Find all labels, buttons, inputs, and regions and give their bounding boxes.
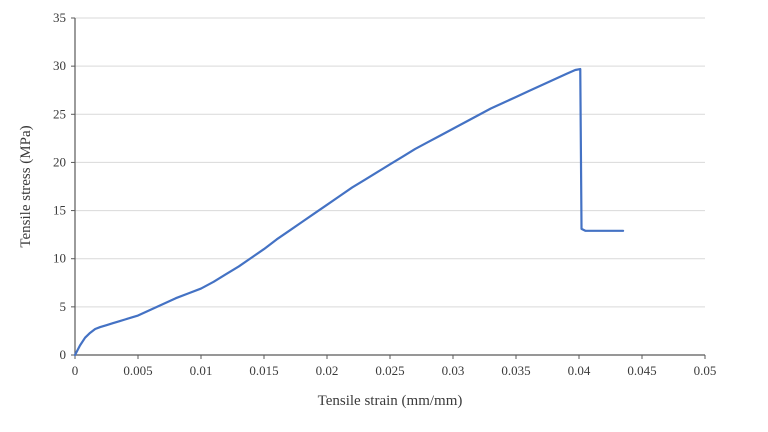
y-tick-label: 35 [53, 10, 66, 25]
x-tick-label: 0.05 [694, 363, 717, 378]
y-tick-label: 20 [53, 154, 66, 169]
y-tick-label: 30 [53, 58, 66, 73]
x-tick-label: 0.01 [190, 363, 213, 378]
tensile-stress-strain-curve [73, 67, 625, 357]
x-tick-label: 0.005 [123, 363, 152, 378]
y-axis-title: Tensile stress (MPa) [18, 125, 34, 247]
x-axis-title: Tensile strain (mm/mm) [318, 393, 463, 409]
x-tick-label: 0.04 [568, 363, 591, 378]
y-tick-label: 15 [53, 203, 66, 218]
y-tick-label: 25 [53, 106, 66, 121]
x-tick-label: 0.02 [316, 363, 339, 378]
y-tick-label: 10 [53, 251, 66, 266]
x-tick-label: 0.03 [442, 363, 465, 378]
x-tick-label: 0.025 [375, 363, 404, 378]
x-tick-label: 0 [72, 363, 79, 378]
x-tick-label: 0.015 [249, 363, 278, 378]
x-tick-label: 0.035 [501, 363, 530, 378]
y-tick-label: 0 [60, 347, 67, 362]
y-tick-label: 5 [60, 299, 67, 314]
x-tick-label: 0.045 [627, 363, 656, 378]
